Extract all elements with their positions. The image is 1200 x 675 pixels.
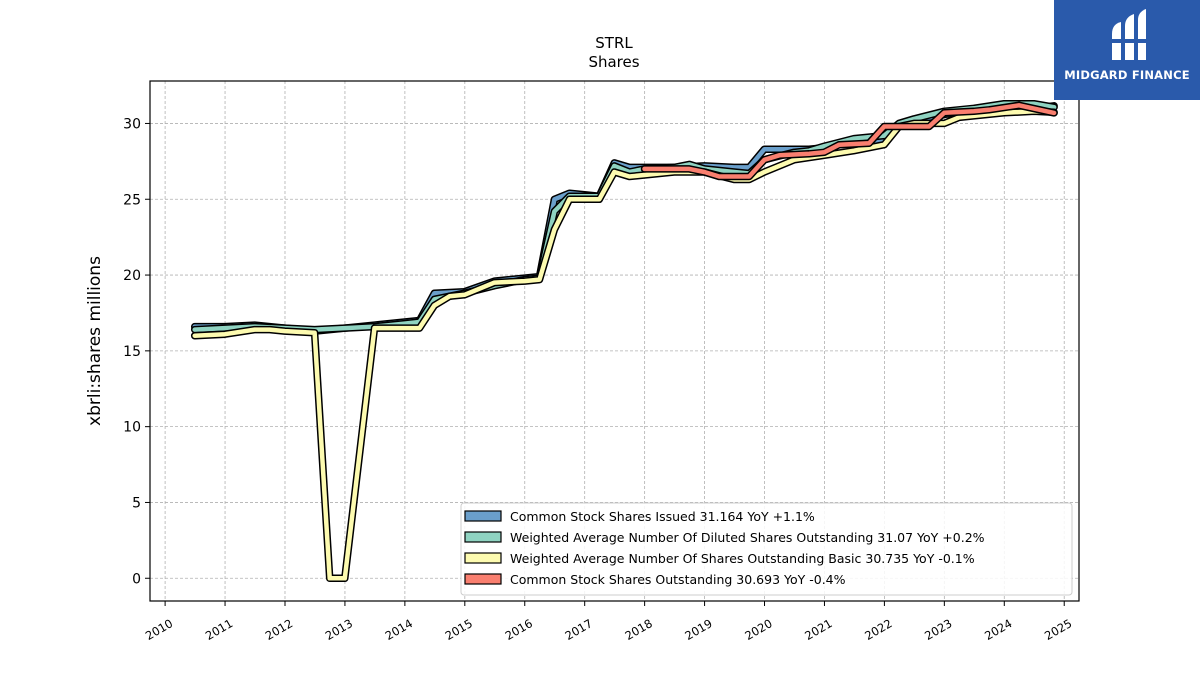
x-tick-label: 2010 — [143, 616, 175, 643]
series-line-1 — [192, 101, 1057, 332]
x-tick-label: 2017 — [563, 616, 595, 643]
x-tick-label: 2020 — [742, 616, 774, 643]
x-tick-label: 2021 — [802, 616, 834, 643]
legend-label-3: Common Stock Shares Outstanding 30.693 Y… — [510, 572, 846, 587]
series-outline-0 — [190, 102, 1058, 335]
legend-swatch-2 — [464, 552, 502, 564]
y-tick-label: 15 — [123, 344, 141, 360]
x-tick-label: 2025 — [1042, 616, 1074, 643]
series-layer — [190, 99, 1058, 583]
series-line-3 — [642, 103, 1057, 179]
x-tick-label: 2023 — [922, 616, 954, 643]
series-line-2 — [192, 109, 1057, 581]
midgard-logo-icon — [1112, 9, 1146, 60]
y-tick-label: 10 — [123, 420, 141, 436]
x-tick-label: 2014 — [383, 616, 415, 643]
legend: Common Stock Shares Issued 31.164 YoY +1… — [460, 502, 1073, 596]
plot-frame — [149, 80, 1080, 602]
y-tick-label: 5 — [132, 495, 141, 511]
x-tick-label: 2022 — [862, 616, 894, 643]
x-tick-label: 2013 — [323, 616, 355, 643]
legend-label-2: Weighted Average Number Of Shares Outsta… — [510, 551, 975, 566]
brand-logo: MIDGARD FINANCE — [1054, 0, 1200, 100]
y-axis-label: xbrli:shares millions — [85, 256, 105, 426]
chart-title: STRL — [595, 34, 633, 52]
series-line-0 — [192, 103, 1057, 334]
legend-label-0: Common Stock Shares Issued 31.164 YoY +1… — [510, 509, 815, 524]
x-tick-label: 2016 — [503, 616, 535, 643]
x-tick-label: 2015 — [443, 616, 475, 643]
legend-box — [460, 502, 1073, 596]
x-tick-label: 2011 — [203, 616, 235, 643]
y-tick-label: 30 — [123, 116, 141, 132]
brand-name: MIDGARD FINANCE — [1064, 68, 1190, 82]
chart-subtitle: Shares — [588, 53, 639, 71]
series-outline-1 — [190, 99, 1058, 334]
y-tick-label: 20 — [123, 268, 141, 284]
legend-swatch-3 — [464, 573, 502, 585]
x-tick-label: 2018 — [622, 616, 654, 643]
x-tick-label: 2019 — [682, 616, 714, 643]
y-tick-label: 0 — [132, 571, 141, 587]
y-tick-label: 25 — [123, 192, 141, 208]
legend-swatch-1 — [464, 531, 502, 543]
x-tick-label: 2024 — [982, 616, 1014, 643]
legend-label-1: Weighted Average Number Of Diluted Share… — [510, 530, 985, 545]
legend-swatch-0 — [464, 510, 502, 522]
x-tick-label: 2012 — [263, 616, 295, 643]
